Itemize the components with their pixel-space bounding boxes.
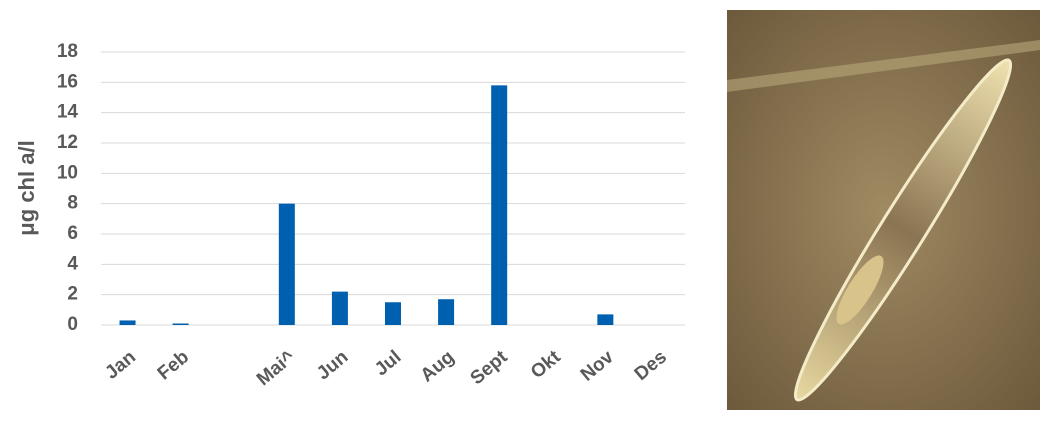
bar: [438, 299, 455, 325]
x-tick-label: Jun: [313, 347, 352, 385]
x-tick-label: Aug: [417, 347, 459, 387]
micrograph: [727, 10, 1040, 410]
x-tick-label: Sept: [467, 346, 513, 389]
x-tick-label: Jul: [371, 347, 406, 381]
y-tick-label: 4: [67, 253, 78, 274]
y-tick-label: 12: [57, 132, 78, 153]
x-tick-label: Jan: [101, 347, 140, 384]
x-tick-label: Des: [631, 347, 671, 385]
bar: [119, 320, 136, 325]
y-tick-label: 2: [67, 284, 78, 305]
bar: [491, 85, 508, 325]
bar: [331, 291, 348, 325]
y-tick-label: 14: [57, 102, 79, 123]
bar: [597, 314, 614, 325]
y-axis-label: μg chl a/l: [14, 140, 39, 235]
x-tick-label: Mai^: [253, 347, 299, 391]
y-tick-label: 16: [57, 71, 78, 92]
y-tick-label: 18: [57, 41, 78, 62]
bar: [278, 203, 295, 325]
y-tick-label: 10: [57, 162, 78, 183]
x-tick-label: Okt: [527, 346, 565, 383]
x-tick-label: Feb: [154, 347, 193, 385]
bar: [385, 302, 401, 325]
x-tick-label: Nov: [577, 346, 618, 385]
y-tick-label: 8: [67, 193, 78, 214]
y-tick-label: 0: [67, 314, 78, 335]
bar: [172, 323, 189, 325]
y-tick-label: 6: [67, 223, 78, 244]
